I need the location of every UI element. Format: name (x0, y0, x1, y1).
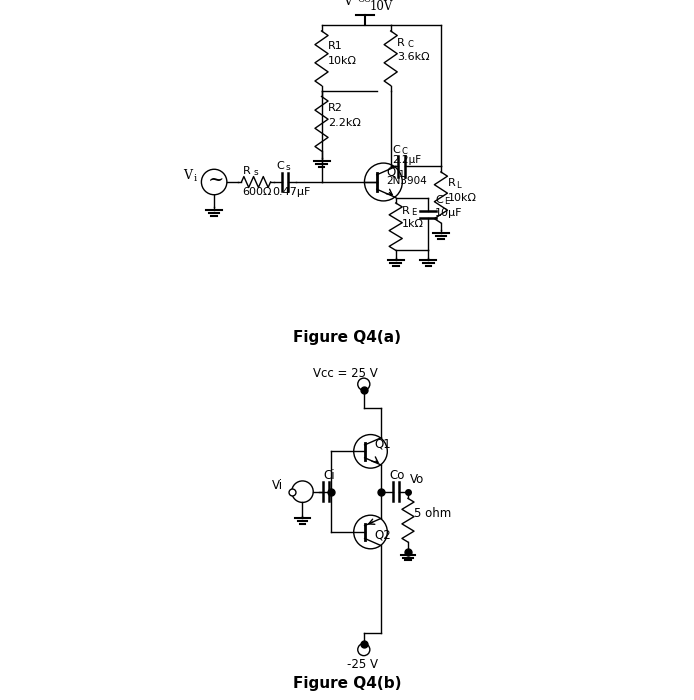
Text: 5 ohm: 5 ohm (414, 507, 451, 520)
Text: C: C (276, 161, 284, 172)
Text: R: R (403, 206, 410, 216)
Text: s: s (253, 168, 257, 177)
Text: 2.2μF: 2.2μF (393, 155, 422, 164)
Text: s: s (286, 163, 291, 172)
Text: R2: R2 (328, 103, 343, 113)
Text: 2.2kΩ: 2.2kΩ (328, 118, 361, 127)
Text: V: V (183, 169, 192, 182)
Text: Vo: Vo (409, 473, 424, 486)
Text: C: C (402, 147, 407, 155)
Text: R1: R1 (328, 41, 343, 51)
Text: E: E (444, 197, 450, 206)
Text: C: C (407, 40, 413, 48)
Text: CC: CC (357, 0, 371, 4)
Text: E: E (411, 208, 416, 217)
Text: i: i (194, 174, 196, 183)
Text: Q1: Q1 (374, 438, 391, 450)
Text: Q2: Q2 (374, 528, 391, 542)
Text: Ci: Ci (323, 469, 335, 482)
Text: L: L (457, 181, 462, 190)
Text: 1kΩ: 1kΩ (403, 219, 424, 230)
Text: 10μF: 10μF (435, 209, 462, 218)
Text: R: R (448, 178, 455, 188)
Text: V: V (344, 0, 353, 8)
Text: 3.6kΩ: 3.6kΩ (397, 52, 430, 62)
Text: Figure Q4(a): Figure Q4(a) (293, 330, 401, 345)
Text: Vcc = 25 V: Vcc = 25 V (314, 367, 378, 380)
Text: ~: ~ (208, 171, 224, 189)
Text: 10kΩ: 10kΩ (328, 56, 357, 66)
Text: Q: Q (387, 165, 396, 178)
Text: C: C (393, 145, 400, 155)
Text: 10kΩ: 10kΩ (448, 193, 477, 203)
Text: -25 V: -25 V (347, 658, 378, 671)
Text: 0.47μF: 0.47μF (272, 187, 311, 197)
Text: 1: 1 (399, 170, 405, 179)
Text: 10V: 10V (370, 0, 393, 13)
Text: Co: Co (389, 469, 405, 482)
Text: R: R (244, 166, 251, 176)
Text: C: C (435, 195, 443, 205)
Text: Vi: Vi (271, 479, 282, 492)
Text: 2N3904: 2N3904 (387, 176, 427, 186)
Text: R: R (397, 38, 405, 48)
Text: Figure Q4(b): Figure Q4(b) (293, 676, 401, 691)
Text: 600Ω: 600Ω (242, 187, 271, 197)
